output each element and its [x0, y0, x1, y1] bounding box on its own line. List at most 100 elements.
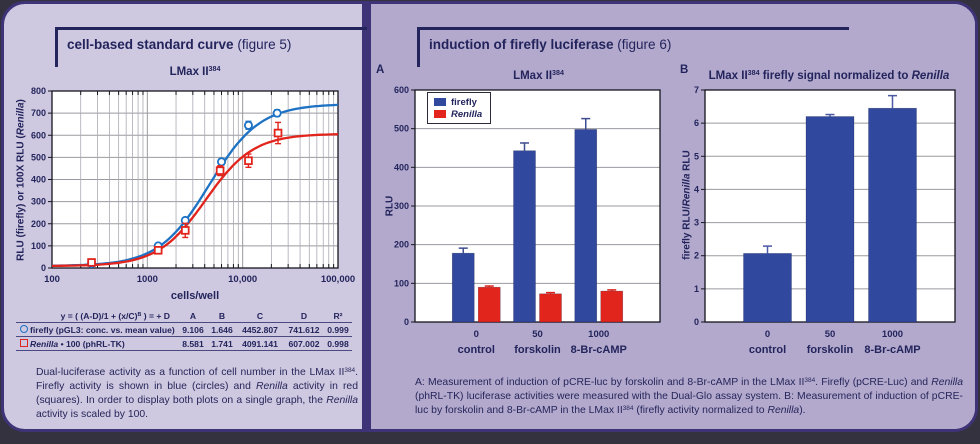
- fit-table-column: D: [300, 310, 308, 321]
- tick-label: 100: [394, 278, 409, 288]
- fit-value: 607.002: [288, 338, 320, 349]
- fit-table-column: C: [256, 310, 264, 321]
- figure5-heading-title: cell-based standard curve: [67, 37, 234, 52]
- panel-b-label: B: [680, 64, 689, 76]
- tick-label: 6: [694, 118, 699, 128]
- legend-item: Renilla: [434, 108, 482, 120]
- data-point: [273, 128, 283, 138]
- tick-label: 4: [694, 184, 699, 194]
- tick-label: 500: [31, 152, 46, 162]
- bar: [539, 293, 562, 323]
- tick-label: 10,000: [228, 274, 257, 285]
- tick-label: control: [458, 344, 495, 356]
- standard-curve-xlabel: cells/well: [170, 290, 220, 302]
- square-marker-icon: [20, 338, 28, 347]
- tick-label: 500: [394, 124, 409, 134]
- tick-label: 1000: [137, 274, 158, 285]
- tick-label: 700: [31, 108, 46, 118]
- bar: [868, 107, 917, 323]
- data-point: [215, 166, 225, 175]
- tick-label: 7: [694, 85, 699, 95]
- figure6-heading: induction of firefly luciferase (figure …: [417, 27, 849, 67]
- data-point: [153, 245, 163, 255]
- fit-parameters-table: y = ( (A-D)/1 + (x/C)B ) = + D A B C D R² fire…: [16, 309, 352, 351]
- data-point: [272, 108, 282, 118]
- fit-table-row: firefly (pGL3: conc. vs. mean value) 9.10…: [16, 323, 352, 337]
- tick-label: forskolin: [514, 344, 561, 356]
- tick-label: 3: [694, 218, 699, 228]
- legend-swatch-icon: [434, 98, 446, 106]
- tick-label: 300: [394, 201, 409, 211]
- induction-normalized-chart: 0 1 2 3 4 5 6 7 0 control 50 forskolin 1000 8-Br-cAMP: [694, 85, 956, 356]
- tick-label: 2: [694, 251, 699, 261]
- fit-value: 4091.141: [242, 338, 278, 349]
- standard-curve-title: LMax II384: [169, 65, 221, 78]
- tick-label: 100,000: [321, 274, 355, 285]
- fit-table-column: A: [189, 310, 197, 321]
- tick-label: 0: [694, 317, 699, 327]
- tick-label: 8-Br-cAMP: [571, 344, 627, 356]
- fit-value: 741.612: [288, 324, 320, 335]
- legend-swatch-icon: [434, 110, 446, 118]
- fit-value: 9.106: [182, 324, 204, 335]
- bar: [451, 252, 475, 323]
- tick-label: 400: [394, 162, 409, 172]
- legend-item: firefly: [434, 96, 482, 108]
- circle-marker-icon: [20, 324, 28, 333]
- fit-value: 8.581: [182, 338, 204, 349]
- induction-rlu-chart: 0 100 200 300 400 500 600 0 control 50 forskolin 10…: [394, 85, 661, 356]
- fit-value: 1.741: [211, 338, 233, 349]
- figure6-heading-number: (figure 6): [617, 37, 672, 52]
- tick-label: control: [749, 344, 786, 356]
- bar: [574, 129, 598, 323]
- tick-label: 100: [44, 274, 60, 285]
- figure5-caption: Dual-luciferase activity as a function o…: [36, 366, 358, 421]
- legend-label: firefly: [451, 96, 477, 108]
- tick-label: 0: [41, 263, 46, 273]
- data-point: [180, 226, 190, 235]
- tick-label: 1: [694, 284, 699, 294]
- fit-value: 0.999: [327, 324, 349, 335]
- tick-label: 300: [31, 197, 46, 207]
- tick-label: 0: [404, 317, 409, 327]
- fit-table-row: Renilla • 100 (phRL-TK) 8.581 1.741 4091.14…: [16, 337, 352, 351]
- tick-label: 100: [31, 241, 46, 251]
- tick-label: 5: [694, 151, 699, 161]
- tick-label: 800: [31, 86, 46, 96]
- chart-a-title: LMax II384: [513, 69, 564, 82]
- fit-table-header: y = ( (A-D)/1 + (x/C)B ) = + D A B C D R²: [16, 309, 352, 323]
- fit-table-column: B: [218, 310, 226, 321]
- data-point: [244, 156, 253, 165]
- chart-a-legend: firefly Renilla: [427, 92, 492, 124]
- data-point: [243, 120, 253, 130]
- tick-label: 1000: [588, 329, 609, 340]
- panel-a-label: A: [376, 64, 385, 76]
- chart-b-title: LMax II384 firefly signal normalized to …: [708, 69, 950, 82]
- figure5-heading-number: (figure 5): [237, 37, 292, 52]
- bar: [743, 253, 792, 323]
- fit-series-label: Renilla • 100 (phRL-TK): [30, 338, 125, 349]
- tick-label: 400: [31, 175, 46, 185]
- tick-label: 600: [31, 130, 46, 140]
- tick-label: 8-Br-cAMP: [864, 344, 920, 356]
- fit-table-column: R²: [333, 310, 343, 321]
- figure6-heading-title: induction of firefly luciferase: [429, 37, 614, 52]
- bar: [513, 150, 536, 323]
- tick-label: 50: [825, 329, 836, 340]
- data-point: [217, 157, 227, 167]
- tick-label: 200: [31, 219, 46, 229]
- legend-label: Renilla: [451, 108, 483, 120]
- bar: [805, 116, 855, 323]
- fit-formula: y = ( (A-D)/1 + (x/C)B ) = + D: [60, 310, 170, 321]
- fit-curve: [52, 133, 339, 268]
- bar: [477, 286, 501, 323]
- fit-value: 1.646: [211, 324, 233, 335]
- fit-value: 4452.807: [242, 324, 278, 335]
- data-point: [87, 258, 96, 267]
- tick-label: 600: [394, 85, 409, 95]
- bar: [600, 290, 624, 323]
- figure5-heading: cell-based standard curve (figure 5): [55, 27, 367, 67]
- tick-label: 0: [474, 329, 479, 340]
